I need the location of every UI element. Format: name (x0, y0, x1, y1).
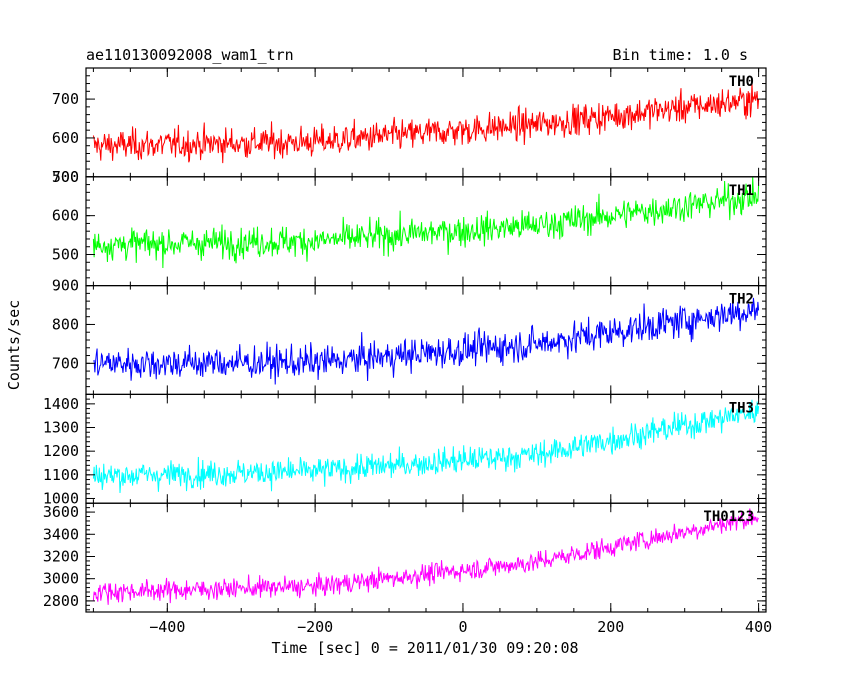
y-tick-label: 1000 (43, 489, 79, 507)
y-tick-label: 800 (52, 315, 79, 333)
series-line-th0123 (92, 508, 760, 605)
x-tick-label: 200 (597, 618, 624, 636)
y-tick-label: 3600 (43, 503, 79, 521)
y-tick-label: 600 (52, 129, 79, 147)
y-tick-label: 1200 (43, 442, 79, 460)
panel-frame (85, 502, 767, 613)
panel-th0: 500 600 700 TH0 (52, 67, 767, 186)
y-tick-label: 2800 (43, 592, 79, 610)
y-tick-label: 700 (52, 90, 79, 108)
x-tick-label: −400 (149, 618, 185, 636)
series-line-th3 (92, 399, 760, 493)
y-tick-label: 3200 (43, 547, 79, 565)
y-tick-label: 1300 (43, 419, 79, 437)
y-tick-label: 900 (52, 277, 79, 295)
y-axis-title: Counts/sec (5, 300, 23, 390)
y-tick-label: 500 (52, 168, 79, 186)
y-tick-label: 1400 (43, 395, 79, 413)
y-tick-label: 1100 (43, 466, 79, 484)
bin-time-label: Bin time: 1.0 s (613, 46, 748, 64)
panel-frame (85, 393, 767, 504)
panel-th3: 1000 1100 1200 1300 1400 TH3 (43, 393, 767, 507)
y-tick-label: 3000 (43, 570, 79, 588)
x-tick-label: −200 (297, 618, 333, 636)
y-tick-label: 700 (52, 168, 79, 186)
panel-label: TH3 (729, 400, 754, 416)
y-tick-label: 3400 (43, 525, 79, 543)
chart-title: ae110130092008_wam1_trn (86, 46, 294, 64)
panel-th1: 500 600 700 TH1 (52, 168, 767, 287)
y-tick-label: 500 (52, 246, 79, 264)
x-tick-label: 0 (458, 618, 467, 636)
series-line-th0 (92, 81, 760, 164)
panel-frame (85, 67, 767, 178)
panel-frame (85, 285, 767, 396)
x-axis-title: Time [sec] 0 = 2011/01/30 09:20:08 (271, 639, 578, 657)
panel-th2: 700 800 900 TH2 (52, 277, 767, 396)
chart-panels: 500 600 700 TH0 500 600 700 TH1 700 800 900 TH2 1000… (43, 67, 772, 636)
panel-th0123: 2800 3000 3200 3400 3600 TH0123 −400 −200 0 200 40… (43, 502, 772, 636)
y-tick-label: 600 (52, 207, 79, 225)
series-line-th1 (92, 176, 760, 268)
panel-label: TH1 (729, 183, 754, 199)
panel-label: TH0123 (703, 509, 754, 525)
x-tick-label: 400 (745, 618, 772, 636)
series-line-th2 (93, 297, 760, 385)
panel-label: TH0 (729, 74, 754, 90)
panel-label: TH2 (729, 292, 754, 308)
y-tick-label: 700 (52, 354, 79, 372)
